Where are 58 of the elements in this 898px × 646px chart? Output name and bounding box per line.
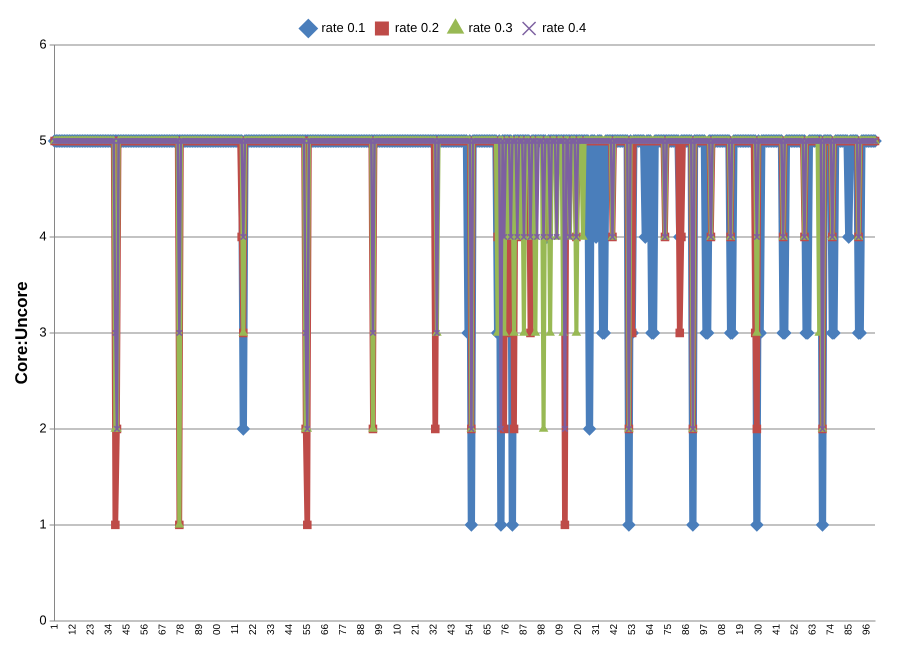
x-tick-label: 21 bbox=[410, 623, 422, 635]
x-tick-label: 44 bbox=[284, 623, 296, 635]
x-tick-label: 33 bbox=[266, 623, 277, 635]
y-tick-label: 3 bbox=[39, 324, 47, 340]
y-tick-label: 0 bbox=[39, 612, 47, 628]
x-tick-label: 53 bbox=[626, 623, 638, 635]
y-tick-label: 2 bbox=[39, 420, 47, 436]
x-tick-label: 85 bbox=[844, 623, 854, 635]
legend-label: rate 0.4 bbox=[542, 20, 586, 36]
y-axis-title: Core:Uncore bbox=[12, 281, 31, 384]
x-tick-label: 66 bbox=[320, 623, 332, 635]
x-tick-label: 22 bbox=[248, 623, 259, 635]
x-tick-label: 76 bbox=[500, 623, 512, 635]
x-tick-label: 23 bbox=[85, 623, 96, 635]
y-tick-label: 6 bbox=[39, 36, 47, 52]
x-tick-label: 88 bbox=[356, 623, 368, 635]
legend-label: rate 0.1 bbox=[321, 20, 366, 36]
x-tick-label: 08 bbox=[717, 623, 728, 635]
x-tick-label: 89 bbox=[194, 623, 205, 635]
x-tick-label: 09 bbox=[554, 623, 566, 635]
x-tick-label: 67 bbox=[158, 623, 169, 635]
x-tick-label: 20 bbox=[572, 623, 584, 635]
x-tick-label: 86 bbox=[681, 623, 692, 635]
x-tick-label: 97 bbox=[699, 623, 710, 635]
y-tick-label: 5 bbox=[39, 132, 47, 148]
x-tick-label: 10 bbox=[392, 623, 404, 635]
x-tick-label: 11 bbox=[230, 623, 241, 634]
x-tick-label: 1 bbox=[49, 623, 60, 630]
x-tick-label: 78 bbox=[176, 623, 187, 635]
x-tick-label: 19 bbox=[735, 623, 746, 635]
legend-label: rate 0.2 bbox=[394, 20, 440, 36]
x-tick-label: 32 bbox=[428, 623, 440, 635]
x-tick-label: 74 bbox=[825, 623, 836, 635]
x-tick-label: 42 bbox=[608, 623, 620, 635]
x-tick-label: 65 bbox=[482, 623, 494, 635]
x-tick-label: 00 bbox=[212, 623, 223, 635]
x-tick-label: 63 bbox=[807, 623, 818, 635]
x-tick-label: 96 bbox=[862, 623, 873, 635]
x-tick-label: 34 bbox=[104, 623, 115, 635]
x-tick-label: 64 bbox=[644, 623, 656, 635]
x-tick-label: 98 bbox=[536, 623, 548, 635]
x-tick-label: 56 bbox=[140, 623, 151, 635]
x-tick-label: 54 bbox=[464, 623, 476, 635]
x-tick-label: 55 bbox=[302, 623, 314, 635]
legend-label: rate 0.3 bbox=[468, 20, 513, 36]
x-tick-label: 87 bbox=[518, 623, 530, 635]
x-tick-label: 75 bbox=[663, 623, 674, 635]
x-tick-label: 41 bbox=[771, 623, 782, 635]
x-tick-label: 45 bbox=[122, 623, 133, 635]
x-tick-label: 31 bbox=[590, 623, 602, 635]
x-tick-label: 30 bbox=[753, 623, 764, 635]
x-tick-label: 99 bbox=[374, 623, 386, 635]
x-tick-label: 52 bbox=[789, 623, 800, 635]
y-tick-label: 1 bbox=[39, 516, 47, 532]
x-tick-label: 43 bbox=[446, 623, 458, 635]
x-tick-label: 12 bbox=[67, 623, 78, 635]
y-tick-label: 4 bbox=[39, 228, 47, 244]
x-tick-label: 77 bbox=[338, 623, 350, 635]
